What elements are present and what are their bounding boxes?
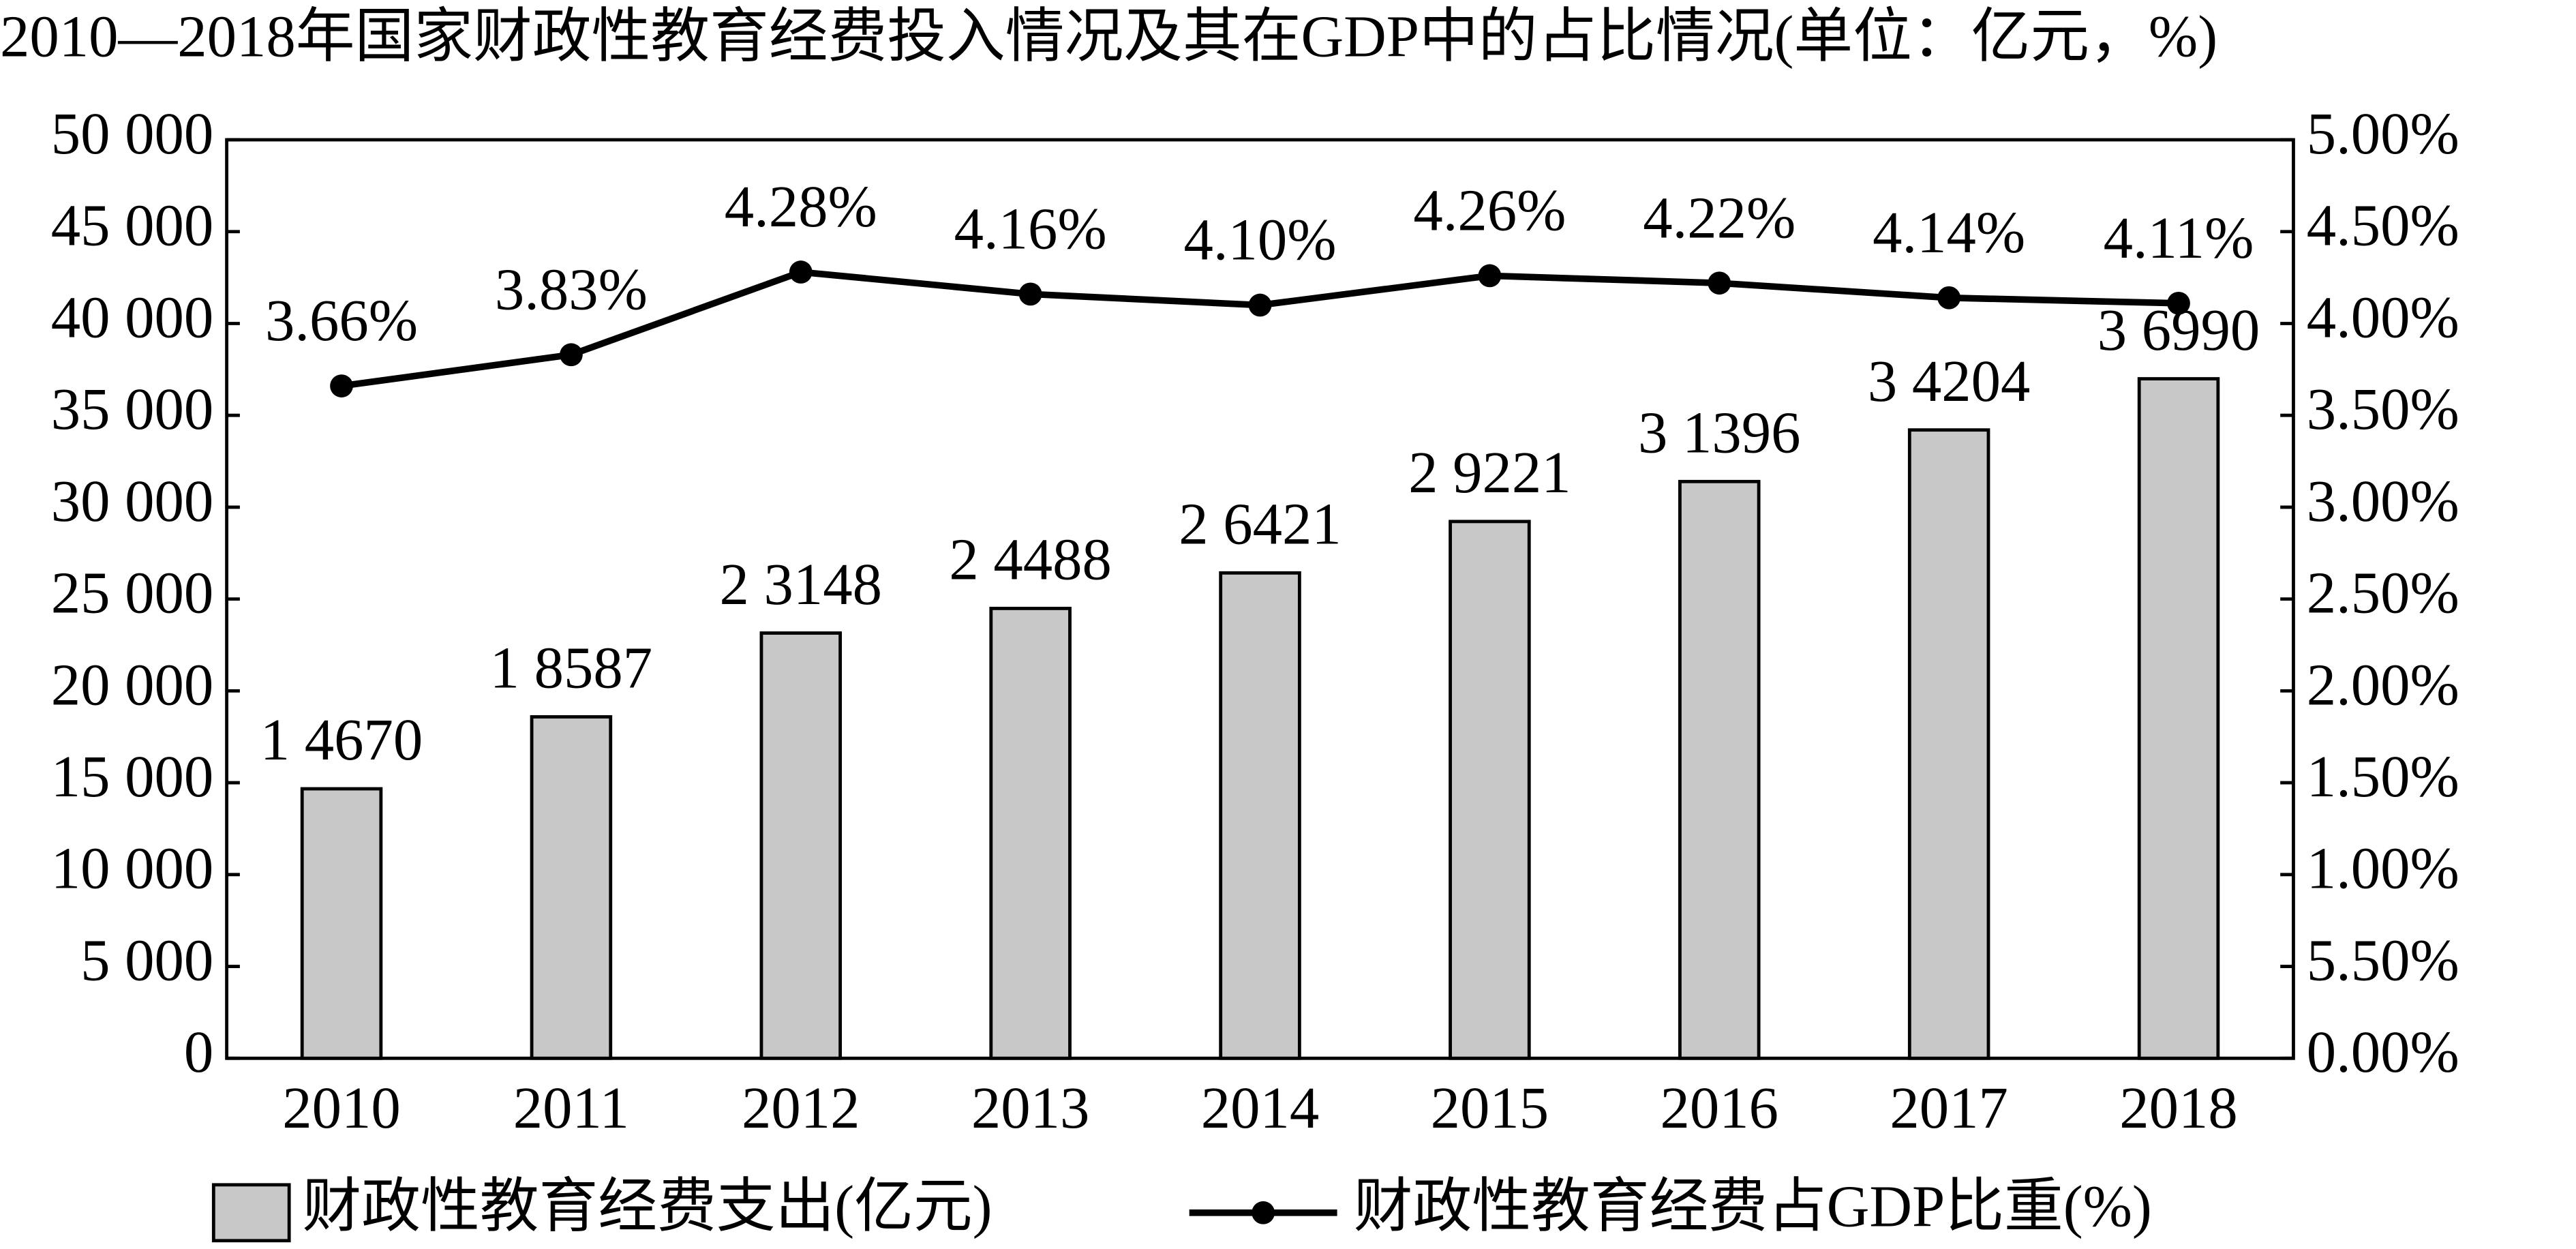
- line-value-label: 4.14%: [1873, 200, 2025, 265]
- legend-swatch: [211, 1183, 291, 1243]
- bar: [1219, 571, 1301, 1060]
- y2-tick-label: 2.50%: [2307, 560, 2459, 626]
- x-tick-label: 2012: [742, 1075, 860, 1141]
- line-value-label: 3.66%: [265, 288, 418, 353]
- bar: [759, 631, 843, 1060]
- x-tick-label: 2015: [1431, 1075, 1549, 1141]
- bar: [1449, 520, 1531, 1060]
- bar-value-label: 3 1396: [1638, 400, 1801, 466]
- y-tick-label: 20 000: [51, 652, 214, 717]
- line-point: [1937, 286, 1961, 310]
- bar-value-label: 2 4488: [949, 527, 1112, 592]
- bar-value-label: 2 6421: [1179, 492, 1342, 557]
- y2-tick-label: 2.00%: [2307, 652, 2459, 717]
- y-tick-label: 35 000: [51, 376, 214, 442]
- y-tick-label: 50 000: [51, 101, 214, 166]
- y2-tick-label: 1.50%: [2307, 744, 2459, 809]
- y-tick-label: 25 000: [51, 560, 214, 626]
- x-tick-label: 2010: [282, 1075, 401, 1141]
- line-point: [1248, 293, 1272, 317]
- y-tick-label: 0: [184, 1019, 213, 1085]
- legend-label: 财政性教育经费占GDP比重(%): [1354, 1174, 2152, 1239]
- x-tick-label: 2017: [1890, 1075, 2008, 1141]
- x-tick-label: 2011: [513, 1075, 629, 1141]
- bar: [1907, 428, 1990, 1060]
- x-tick-label: 2014: [1201, 1075, 1320, 1141]
- line-value-label: 4.28%: [725, 174, 877, 239]
- legend-label: 财政性教育经费支出(亿元): [302, 1174, 992, 1239]
- line-point: [2167, 291, 2190, 315]
- y2-tick-label: 4.50%: [2307, 193, 2459, 258]
- line-point: [1478, 264, 1502, 288]
- y-tick-label: 40 000: [51, 284, 214, 350]
- y-tick-label: 30 000: [51, 468, 214, 534]
- y-tick-label: 45 000: [51, 193, 214, 258]
- y-tick-label: 15 000: [51, 744, 214, 809]
- x-tick-label: 2016: [1661, 1075, 1779, 1141]
- line-point: [560, 343, 583, 367]
- y-tick-label: 5 000: [80, 927, 213, 993]
- line-point: [789, 260, 813, 284]
- bar-value-label: 2 3148: [719, 552, 882, 617]
- bar: [1678, 479, 1761, 1060]
- line-value-label: 4.11%: [2104, 205, 2254, 271]
- y2-tick-label: 1.00%: [2307, 836, 2459, 901]
- line-value-label: 3.83%: [495, 256, 648, 322]
- bar-value-label: 2 9221: [1408, 440, 1571, 505]
- bar: [2137, 377, 2220, 1060]
- y2-tick-label: 0.00%: [2307, 1019, 2459, 1085]
- y2-tick-label: 3.50%: [2307, 376, 2459, 442]
- y-tick-label: 10 000: [51, 836, 214, 901]
- y2-tick-label: 4.00%: [2307, 284, 2459, 350]
- line-value-label: 4.10%: [1183, 207, 1336, 273]
- y2-tick-label: 5.50%: [2307, 927, 2459, 993]
- line-value-label: 4.16%: [954, 196, 1107, 262]
- bar: [530, 715, 613, 1060]
- x-tick-label: 2018: [2119, 1075, 2238, 1141]
- y2-tick-label: 3.00%: [2307, 468, 2459, 534]
- line-point: [1018, 282, 1042, 306]
- bar-value-label: 1 8587: [490, 635, 653, 701]
- bar: [989, 607, 1072, 1060]
- y2-tick-label: 5.00%: [2307, 101, 2459, 166]
- chart-title: 2010—2018年国家财政性教育经费投入情况及其在GDP中的占比情况(单位：亿…: [0, 4, 2217, 70]
- x-tick-label: 2013: [971, 1075, 1090, 1141]
- line-value-label: 4.26%: [1413, 178, 1566, 243]
- line-point: [330, 374, 353, 397]
- legend-point: [1252, 1201, 1275, 1224]
- bar-value-label: 3 4204: [1868, 348, 2031, 414]
- line-point: [1708, 271, 1731, 295]
- bar-value-label: 1 4670: [260, 707, 423, 772]
- line-value-label: 4.22%: [1643, 185, 1795, 250]
- bar: [300, 787, 383, 1060]
